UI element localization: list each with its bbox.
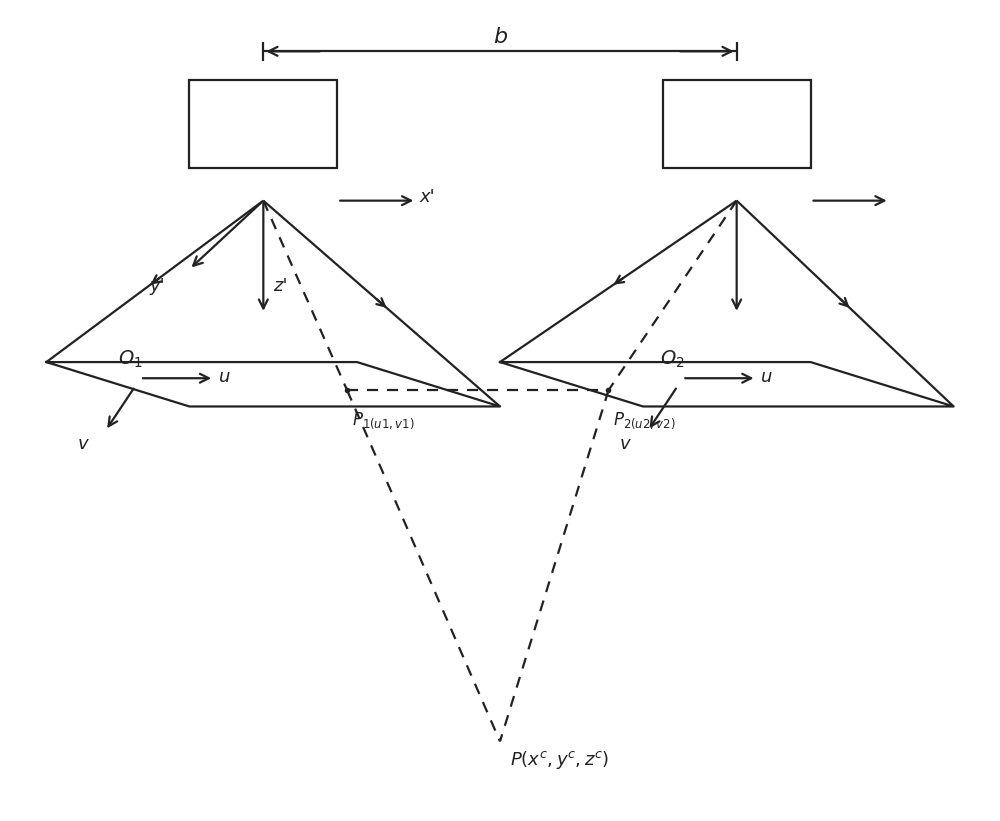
Text: b: b — [493, 27, 507, 48]
Text: z': z' — [273, 277, 288, 296]
Text: u: u — [219, 368, 230, 386]
Text: $P(x^c,y^c,z^c)$: $P(x^c,y^c,z^c)$ — [510, 750, 609, 772]
Bar — [189, 80, 337, 168]
Text: $O_2$: $O_2$ — [660, 349, 685, 370]
Text: u: u — [761, 368, 773, 386]
Bar — [663, 80, 811, 168]
Text: $P_{2(u2,v2)}$: $P_{2(u2,v2)}$ — [613, 410, 676, 431]
Text: $P_{1(u1,v1)}$: $P_{1(u1,v1)}$ — [352, 410, 415, 431]
Text: y': y' — [149, 277, 165, 296]
Text: $O_1$: $O_1$ — [118, 349, 143, 370]
Text: v: v — [620, 434, 631, 452]
Text: v: v — [78, 434, 88, 452]
Text: x': x' — [419, 189, 435, 206]
